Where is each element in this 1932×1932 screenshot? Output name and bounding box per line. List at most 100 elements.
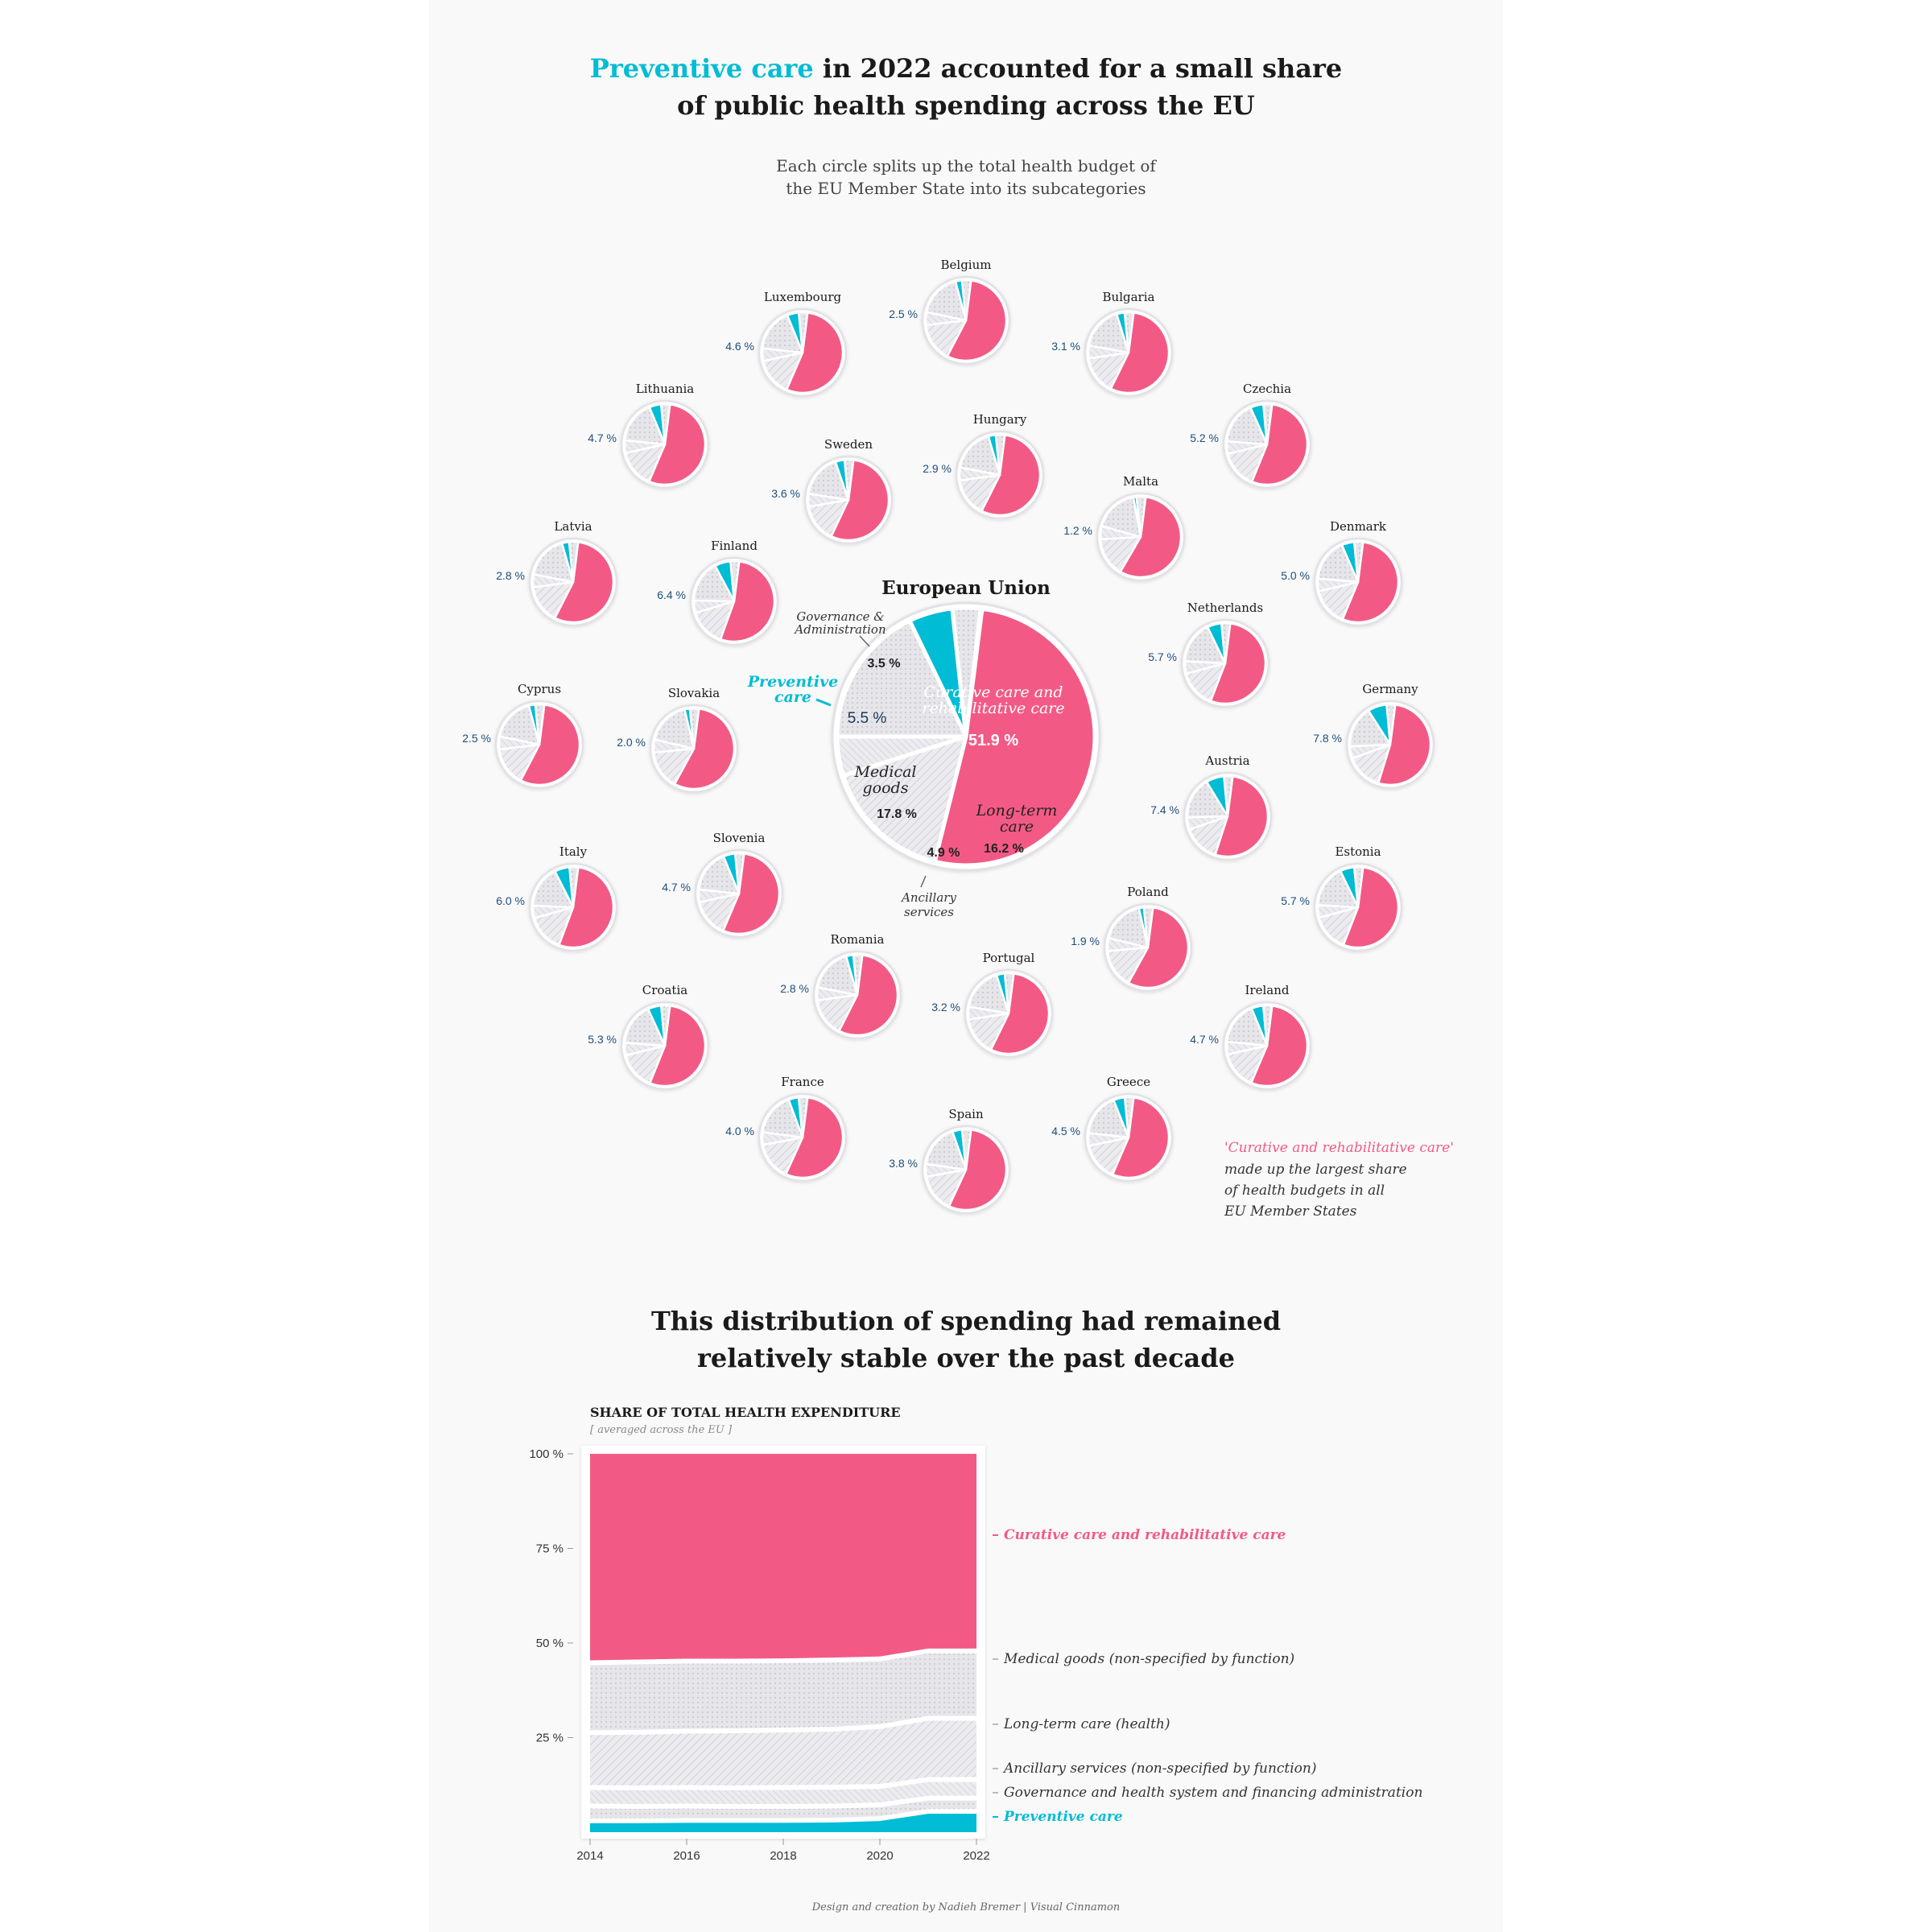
subtitle-line2: the EU Member State into its subcategori… (786, 179, 1146, 198)
preventive-pct-estonia: 5.7 % (1281, 894, 1310, 907)
slice-curative-austria (1214, 775, 1269, 858)
preventive-pct-czechia: 5.2 % (1190, 431, 1219, 444)
country-name-slovenia: Slovenia (713, 831, 766, 845)
slice-medical-romania (816, 955, 859, 997)
slice-medical-spain (925, 1130, 968, 1171)
slice-governance-slovakia (688, 707, 700, 750)
preventive-pct-ireland: 4.7 % (1190, 1033, 1219, 1046)
slice-governance-lithuania (659, 402, 671, 446)
slice-medical-france (762, 1098, 804, 1139)
eu-medical-label-2: goods (863, 779, 909, 797)
slice-governance-greece (1123, 1096, 1135, 1139)
preventive-pct-germany: 7.8 % (1313, 732, 1342, 745)
area-chart-title: SHARE OF TOTAL HEALTH EXPENDITURE (590, 1405, 901, 1420)
slice-medical-cyprus (498, 704, 541, 746)
area-ancillary (590, 1781, 976, 1805)
legend-longterm: Long-term care (health) (1003, 1716, 1170, 1732)
country-austria: Austria 7.4 % (1150, 753, 1273, 861)
country-name-bulgaria: Bulgaria (1103, 290, 1155, 304)
eu-curative-label-1: Curative care and (924, 683, 1063, 701)
eu-longterm-label-1: Long-term (976, 802, 1058, 819)
slice-governance-croatia (660, 1004, 671, 1047)
x-tick-label: 2014 (576, 1849, 603, 1863)
y-tick-label: 75 % (536, 1542, 564, 1556)
country-poland: Poland 1.9 % (1071, 885, 1193, 993)
country-name-croatia: Croatia (642, 983, 687, 997)
eu-longterm-value: 16.2 % (984, 842, 1024, 856)
preventive-pct-poland: 1.9 % (1071, 935, 1100, 947)
country-slovenia: Slovenia 4.7 % (662, 831, 784, 939)
area-x-axis: 2014 2016 2018 2020 2022 (576, 1839, 990, 1863)
slice-curative-hungary (980, 434, 1042, 517)
second-title: This distribution of spending had remain… (0, 1302, 1932, 1377)
country-name-denmark: Denmark (1330, 519, 1387, 534)
slice-medical-poland (1108, 907, 1150, 949)
y-tick-label: 100 % (529, 1447, 564, 1461)
slice-curative-luxembourg (785, 312, 844, 394)
country-denmark: Denmark 5.0 % (1281, 519, 1403, 627)
slice-curative-czechia (1250, 403, 1309, 486)
legend-medical: Medical goods (non-specified by function… (1003, 1651, 1294, 1667)
slice-curative-estonia (1342, 866, 1400, 949)
preventive-pct-denmark: 5.0 % (1281, 569, 1310, 582)
eu-curative-value: 51.9 % (968, 732, 1018, 749)
area-curative (590, 1454, 976, 1661)
country-belgium: Belgium 2.5 % (889, 258, 1011, 365)
country-name-czechia: Czechia (1243, 382, 1291, 396)
slice-curative-germany (1377, 704, 1432, 786)
country-name-slovakia: Slovakia (668, 686, 720, 700)
country-name-belgium: Belgium (941, 258, 992, 272)
country-name-austria: Austria (1204, 753, 1249, 768)
country-name-romania: Romania (831, 932, 885, 947)
slice-curative-slovakia (673, 708, 736, 791)
legend-governance: Governance and health system and financi… (1004, 1785, 1422, 1801)
note-line-4: EU Member States (1224, 1203, 1357, 1220)
preventive-pct-belgium: 2.5 % (889, 308, 918, 320)
country-luxembourg: Luxembourg 4.6 % (725, 290, 848, 398)
slice-medical-netherlands (1183, 625, 1227, 665)
slice-medical-greece (1088, 1099, 1130, 1139)
country-france: France 4.0 % (725, 1075, 848, 1183)
slice-medical-malta (1100, 496, 1142, 539)
slice-medical-slovenia (698, 855, 741, 895)
country-name-france: France (781, 1075, 824, 1089)
x-tick-label: 2016 (673, 1849, 700, 1863)
country-slovakia: Slovakia 2.0 % (617, 686, 739, 794)
slice-medical-estonia (1316, 869, 1360, 909)
country-name-malta: Malta (1123, 474, 1158, 489)
area-legend: Preventive care Governance and health sys… (993, 1527, 1422, 1825)
country-ireland: Ireland 4.7 % (1190, 983, 1312, 1091)
eu-medical-label-1: Medical (854, 763, 917, 781)
slice-curative-ireland (1250, 1005, 1309, 1088)
preventive-pct-netherlands: 5.7 % (1148, 650, 1177, 663)
country-finland: Finland 6.4 % (657, 539, 779, 646)
preventive-pct-croatia: 5.3 % (588, 1033, 617, 1046)
area-layers (590, 1454, 976, 1832)
slice-governance-slovenia (733, 852, 745, 895)
country-czechia: Czechia 5.2 % (1190, 382, 1312, 489)
country-name-hungary: Hungary (973, 412, 1027, 427)
preventive-pct-greece: 4.5 % (1051, 1125, 1080, 1137)
slice-governance-france (797, 1096, 809, 1139)
preventive-pct-malta: 1.2 % (1063, 524, 1092, 537)
preventive-pct-luxembourg: 4.6 % (725, 340, 754, 353)
eu-preventive-label-1: Preventive (747, 673, 838, 691)
country-name-cyprus: Cyprus (518, 682, 561, 696)
preventive-pct-cyprus: 2.5 % (462, 732, 491, 745)
slice-governance-spain (960, 1128, 972, 1171)
slice-medical-czechia (1225, 407, 1269, 446)
country-name-italy: Italy (559, 844, 588, 859)
credit: Design and creation by Nadieh Bremer | V… (811, 1901, 1121, 1913)
country-name-portugal: Portugal (983, 951, 1035, 965)
slice-curative-portugal (989, 972, 1051, 1055)
legend-preventive: Preventive care (1003, 1809, 1123, 1825)
slice-governance-netherlands (1220, 621, 1232, 665)
slice-governance-latvia (568, 540, 580, 584)
preventive-pct-portugal: 3.2 % (931, 1001, 960, 1013)
x-tick-label: 2022 (963, 1849, 989, 1863)
note-line-1: 'Curative and rehabilitative care' (1224, 1140, 1454, 1156)
x-tick-label: 2020 (866, 1849, 893, 1863)
slice-curative-latvia (554, 541, 615, 624)
slice-governance-malta (1135, 495, 1147, 539)
country-lithuania: Lithuania 4.7 % (588, 382, 710, 489)
